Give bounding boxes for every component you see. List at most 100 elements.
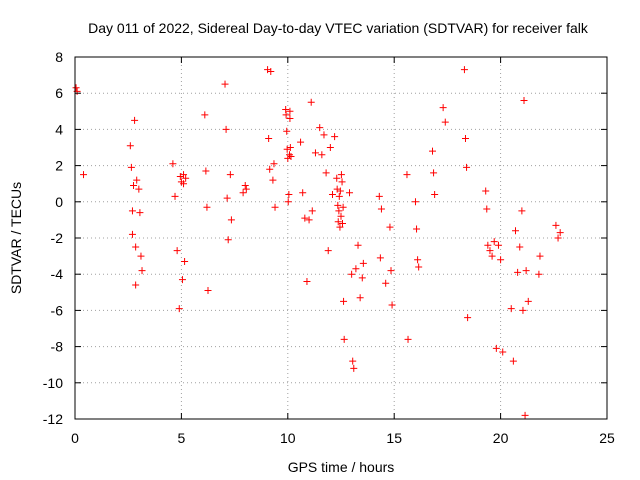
data-point (387, 267, 395, 275)
data-point (224, 236, 232, 244)
data-point (169, 160, 177, 168)
data-point (346, 189, 354, 197)
data-point (175, 305, 183, 313)
data-point (554, 234, 562, 242)
data-point (404, 335, 412, 343)
data-point (490, 238, 498, 246)
data-point (377, 205, 385, 213)
x-tick-label: 5 (178, 430, 186, 446)
data-point (552, 221, 560, 229)
data-point (556, 229, 564, 237)
data-point (492, 344, 500, 352)
data-point (270, 160, 278, 168)
data-point (204, 286, 212, 294)
data-point (132, 243, 140, 251)
data-point (488, 252, 496, 260)
data-point (297, 138, 305, 146)
data-point (265, 134, 273, 142)
data-point (334, 201, 342, 209)
data-point (403, 171, 411, 179)
data-point (133, 176, 141, 184)
data-point (303, 277, 311, 285)
data-point (507, 305, 515, 313)
data-point (286, 107, 294, 115)
x-tick-label: 10 (280, 430, 296, 446)
data-point (521, 411, 529, 419)
data-point (511, 227, 519, 235)
data-point (431, 191, 439, 199)
data-point (221, 80, 229, 88)
y-axis-label: SDTVAR / TECUs (8, 182, 24, 294)
data-point (316, 124, 324, 132)
data-point (358, 274, 366, 282)
data-point (483, 205, 491, 213)
data-point (441, 118, 449, 126)
data-point (338, 220, 346, 228)
data-point (271, 203, 279, 211)
data-point (242, 185, 250, 193)
data-point (333, 185, 341, 193)
data-point (80, 171, 88, 179)
data-point (499, 348, 507, 356)
data-point (283, 145, 291, 153)
data-point (132, 281, 140, 289)
data-point (388, 301, 396, 309)
data-point (178, 276, 186, 284)
grid (75, 57, 607, 419)
data-point (516, 243, 524, 251)
y-tick-label: 4 (55, 121, 63, 137)
data-point (128, 207, 136, 215)
data-point (227, 216, 235, 224)
data-point (354, 241, 362, 249)
data-point (522, 267, 530, 275)
data-point (524, 297, 532, 305)
axis-ticks (74, 56, 608, 420)
data-point (335, 192, 343, 200)
x-tick-label: 0 (71, 430, 79, 446)
data-point (203, 203, 211, 211)
data-point (284, 198, 292, 206)
x-axis-label: GPS time / hours (288, 459, 395, 475)
data-point (338, 178, 346, 186)
y-tick-label: -8 (51, 339, 64, 355)
data-point (324, 247, 332, 255)
data-point (376, 254, 384, 262)
chart-title: Day 011 of 2022, Sidereal Day-to-day VTE… (88, 20, 589, 36)
data-point (201, 111, 209, 119)
data-point (497, 256, 505, 264)
data-point (337, 212, 345, 220)
data-point (180, 180, 188, 188)
data-point (287, 153, 295, 161)
data-point (336, 223, 344, 231)
data-point (356, 294, 364, 302)
data-point (126, 142, 134, 150)
x-tick-label: 25 (599, 430, 615, 446)
y-tick-label: 6 (55, 85, 63, 101)
data-point (173, 247, 181, 255)
data-point (182, 174, 190, 182)
data-point (411, 198, 419, 206)
data-point (202, 167, 210, 175)
y-tick-label: -2 (51, 230, 64, 246)
y-tick-label: -12 (43, 411, 63, 427)
y-tick-label: 2 (55, 158, 63, 174)
data-point (136, 209, 144, 217)
data-point (176, 172, 184, 180)
data-point (352, 265, 360, 273)
x-axis-tick-labels: 0 5 10 15 20 25 (71, 430, 615, 446)
data-point (340, 297, 348, 305)
data-point (286, 115, 294, 123)
data-point (461, 134, 469, 142)
data-point (460, 66, 468, 74)
x-tick-label: 15 (386, 430, 402, 446)
data-point (359, 259, 367, 267)
data-point (226, 171, 234, 179)
data-point (519, 306, 527, 314)
data-point (138, 267, 146, 275)
data-point (382, 279, 390, 287)
data-point (520, 96, 528, 104)
data-point (536, 252, 544, 260)
data-point (333, 174, 341, 182)
data-point (340, 335, 348, 343)
